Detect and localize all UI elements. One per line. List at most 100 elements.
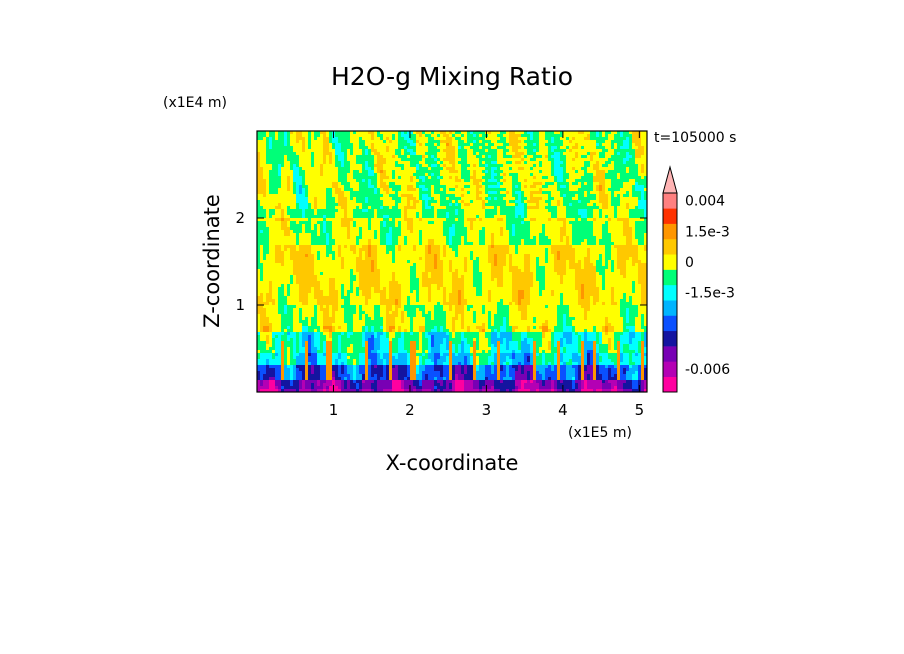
contour-cell (308, 206, 311, 209)
contour-cell (320, 224, 323, 227)
contour-cell (557, 176, 563, 179)
contour-cell (635, 230, 647, 233)
contour-cell (257, 383, 260, 386)
contour-cell (575, 368, 578, 371)
contour-cell (509, 200, 515, 203)
contour-cell (458, 140, 464, 143)
contour-cell (317, 221, 323, 224)
contour-cell (437, 158, 440, 161)
contour-cell (293, 353, 299, 356)
contour-cell (551, 383, 554, 386)
contour-cell (554, 266, 566, 269)
contour-cell (536, 149, 539, 152)
contour-cell (452, 389, 455, 392)
contour-cell (632, 341, 638, 344)
contour-cell (644, 212, 647, 215)
contour-cell (428, 203, 431, 206)
contour-cell (278, 134, 284, 137)
contour-cell (587, 356, 590, 359)
contour-cell (581, 218, 587, 221)
contour-cell (644, 347, 647, 350)
contour-cell (452, 341, 461, 344)
contour-cell (524, 209, 527, 212)
contour-cell (419, 167, 428, 170)
contour-cell (428, 290, 431, 293)
contour-cell (266, 365, 269, 368)
contour-cell (281, 347, 284, 350)
contour-cell (449, 377, 452, 380)
contour-cell (353, 209, 362, 212)
contour-cell (335, 134, 350, 137)
contour-cell (359, 359, 365, 362)
contour-cell (356, 383, 359, 386)
contour-cell (299, 203, 308, 206)
contour-cell (443, 368, 449, 371)
contour-cell (599, 209, 602, 212)
contour-cell (464, 239, 467, 242)
contour-cell (281, 338, 287, 341)
contour-cell (305, 209, 314, 212)
contour-cell (458, 203, 461, 206)
contour-cell (473, 356, 476, 359)
contour-cell (401, 332, 404, 335)
contour-cell (344, 215, 347, 218)
contour-cell (443, 353, 449, 356)
contour-cell (425, 161, 437, 164)
contour-cell (326, 344, 332, 347)
contour-cell (500, 344, 506, 347)
contour-cell (524, 212, 527, 215)
contour-cell (515, 203, 518, 206)
contour-cell (503, 377, 512, 380)
contour-cell (521, 317, 527, 320)
contour-cell (584, 356, 587, 359)
contour-cell (590, 377, 593, 380)
contour-cell (455, 212, 458, 215)
contour-cell (635, 188, 644, 191)
contour-cell (407, 374, 410, 377)
contour-cell (278, 293, 284, 296)
contour-cell (341, 305, 356, 308)
contour-cell (512, 299, 518, 302)
contour-cell (386, 224, 395, 227)
contour-cell (620, 371, 623, 374)
contour-cell (359, 356, 365, 359)
contour-cell (449, 203, 452, 206)
contour-cell (350, 374, 353, 377)
contour-cell (269, 329, 272, 332)
contour-cell (611, 197, 620, 200)
contour-cell (584, 344, 593, 347)
contour-cell (422, 371, 440, 374)
contour-cell (329, 281, 335, 284)
contour-cell (491, 167, 497, 170)
contour-cell (530, 347, 533, 350)
contour-cell (416, 293, 419, 296)
contour-cell (422, 209, 434, 212)
contour-cell (596, 131, 599, 134)
contour-cell (635, 233, 644, 236)
contour-cell (269, 383, 275, 386)
contour-cell (632, 284, 635, 287)
contour-cell (467, 359, 470, 362)
contour-cell (533, 149, 536, 152)
contour-cell (257, 167, 263, 170)
contour-cell (557, 368, 560, 371)
contour-cell (281, 224, 287, 227)
contour-cell (425, 179, 440, 182)
contour-cell (596, 134, 599, 137)
contour-cell (557, 380, 560, 383)
contour-cell (281, 344, 284, 347)
contour-cell (341, 263, 344, 266)
contour-cell (356, 365, 359, 368)
contour-cell (269, 362, 281, 365)
colorbar-swatch (663, 208, 677, 224)
contour-cell (521, 197, 527, 200)
contour-cell (356, 362, 359, 365)
contour-cell (488, 350, 491, 353)
contour-cell (449, 386, 452, 389)
contour-cell (617, 248, 638, 251)
contour-cell (509, 140, 521, 143)
contour-cell (515, 368, 518, 371)
contour-cell (434, 314, 446, 317)
contour-cell (257, 152, 260, 155)
contour-cell (527, 356, 530, 359)
